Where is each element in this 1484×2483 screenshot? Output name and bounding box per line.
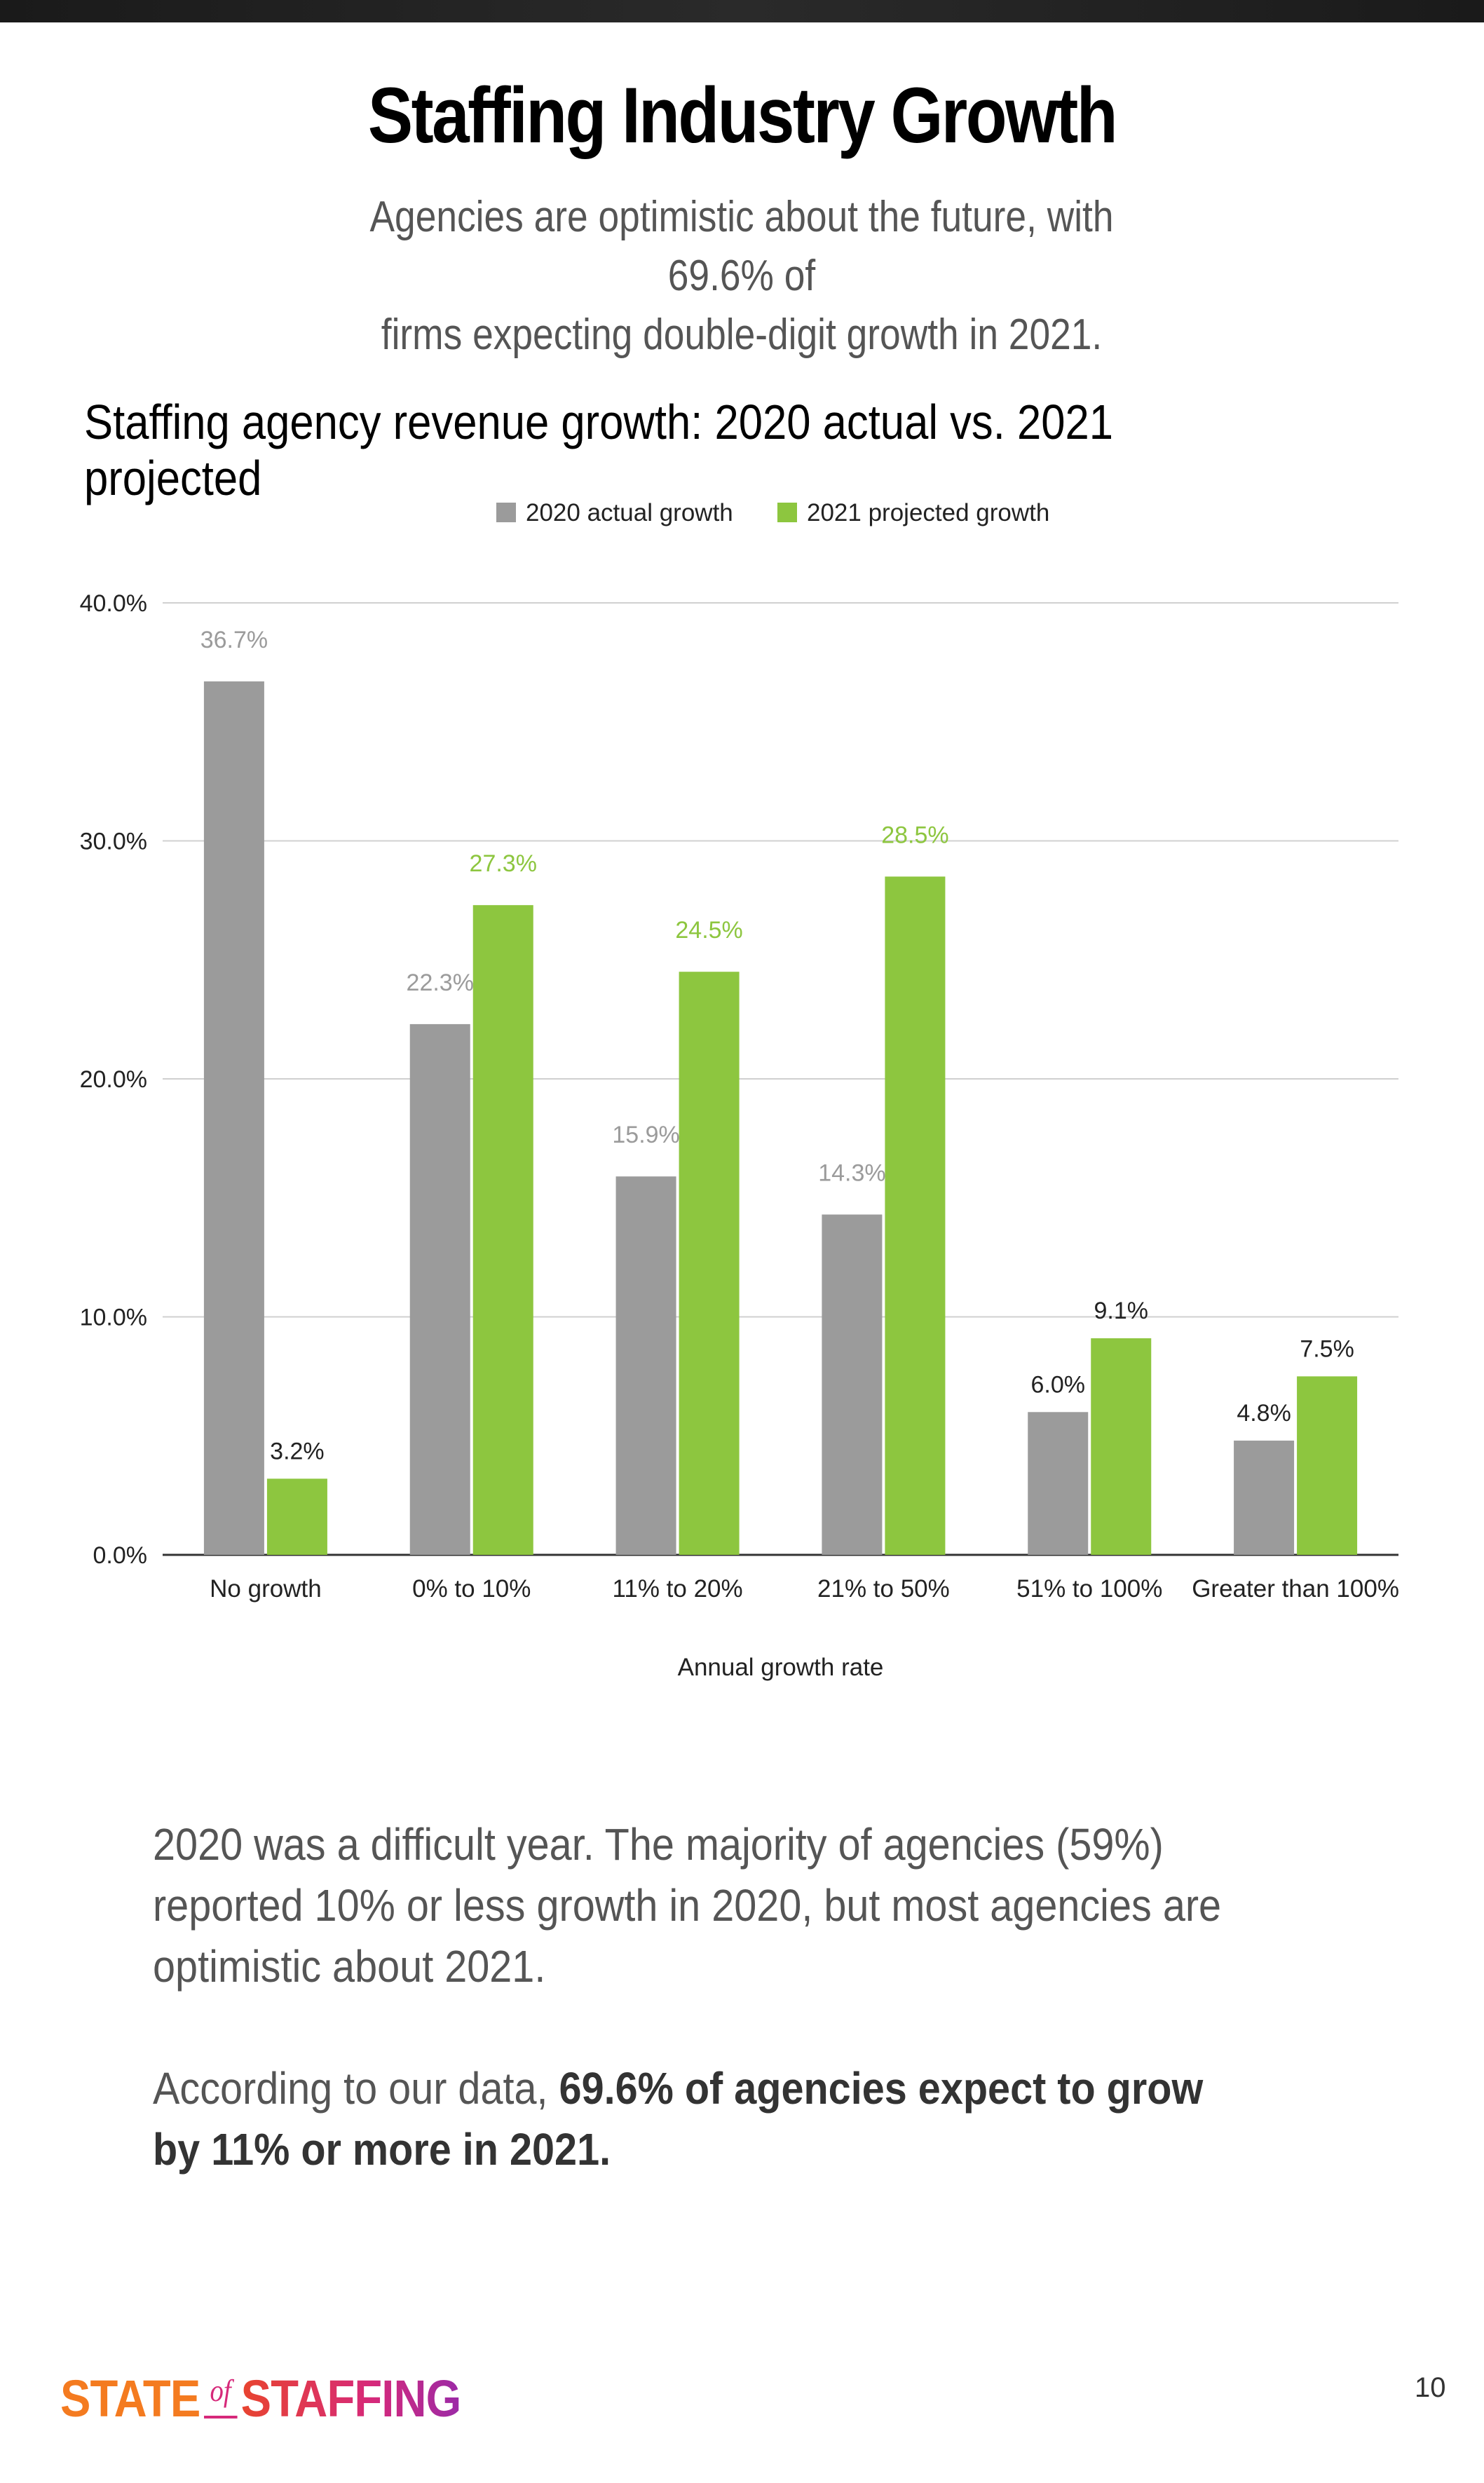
state-of-staffing-logo: STATE of STAFFING — [60, 2369, 462, 2428]
y-tick-label: 0.0% — [93, 1542, 148, 1569]
page-subtitle: Agencies are optimistic about the future… — [320, 188, 1164, 365]
x-axis-label: Annual growth rate — [678, 1654, 884, 1681]
legend-swatch — [777, 503, 797, 522]
data-label: 36.7% — [200, 627, 268, 653]
y-tick-label: 20.0% — [80, 1066, 147, 1093]
data-label: 3.2% — [270, 1438, 325, 1464]
bar-2020 — [1028, 1412, 1089, 1555]
subtitle-line-1: Agencies are optimistic about the future… — [369, 193, 1114, 300]
data-label: 22.3% — [407, 970, 474, 996]
bar-chart: 0.0% 10.0% 20.0% 30.0% 40.0% 2020 actual grow… — [80, 499, 1399, 1681]
page-title: Staffing Industry Growth — [367, 72, 1118, 159]
x-tick-label: No growth — [210, 1575, 322, 1603]
data-label: 7.5% — [1300, 1335, 1354, 1362]
page-number: 10 — [1415, 2372, 1446, 2403]
x-tick-label: 51% to 100% — [1016, 1575, 1162, 1603]
subtitle-line-2: firms expecting double-digit growth in 2… — [381, 311, 1103, 359]
y-tick-label: 40.0% — [80, 590, 147, 617]
chart-title: Staffing agency revenue growth: 2020 act… — [84, 395, 1114, 505]
bar-2021 — [472, 905, 533, 1555]
legend-swatch — [496, 503, 516, 522]
body-text: 2020 was a difficult year. The majority … — [153, 1814, 1238, 2241]
bar-2020 — [615, 1176, 676, 1555]
x-tick-label: 21% to 50% — [817, 1575, 950, 1603]
data-label: 15.9% — [612, 1122, 679, 1148]
logo-staffing-text: STAFFING — [240, 2369, 462, 2428]
bar-2021 — [266, 1478, 327, 1555]
data-label: 4.8% — [1237, 1400, 1291, 1427]
bar-2021 — [1297, 1376, 1358, 1555]
body-paragraph-2: According to our data, 69.6% of agencies… — [153, 2058, 1238, 2180]
y-tick-label: 30.0% — [80, 829, 147, 855]
logo-state-text: STATE — [60, 2369, 200, 2428]
logo-of-text: of — [203, 2373, 238, 2419]
bar-2021 — [1091, 1338, 1152, 1555]
data-label: 24.5% — [675, 917, 742, 944]
data-label: 28.5% — [881, 822, 948, 848]
bar-2021 — [679, 972, 740, 1555]
bar-2020 — [203, 681, 264, 1556]
bar-2020 — [409, 1023, 470, 1555]
bar-2021 — [885, 876, 946, 1555]
legend-label: 2021 projected growth — [807, 499, 1049, 526]
bar-2020 — [822, 1214, 883, 1555]
body-paragraph-1: 2020 was a difficult year. The majority … — [153, 1819, 1222, 1992]
data-label: 14.3% — [818, 1160, 885, 1187]
x-tick-label: 11% to 20% — [613, 1575, 743, 1603]
data-label: 6.0% — [1031, 1371, 1086, 1398]
data-label: 27.3% — [470, 850, 537, 877]
x-tick-label: Greater than 100% — [1192, 1575, 1399, 1603]
body-paragraph-2-prefix: According to our data, — [153, 2063, 559, 2114]
body-paragraph-2-highlight: 69.6% of agencies expect to grow by 11% … — [153, 2063, 1204, 2175]
x-tick-label: 0% to 10% — [412, 1575, 531, 1603]
data-label: 9.1% — [1094, 1298, 1149, 1324]
y-tick-label: 10.0% — [80, 1305, 147, 1331]
legend-label: 2020 actual growth — [526, 499, 733, 526]
bar-2020 — [1234, 1441, 1295, 1555]
top-decorative-strip — [0, 0, 1484, 22]
